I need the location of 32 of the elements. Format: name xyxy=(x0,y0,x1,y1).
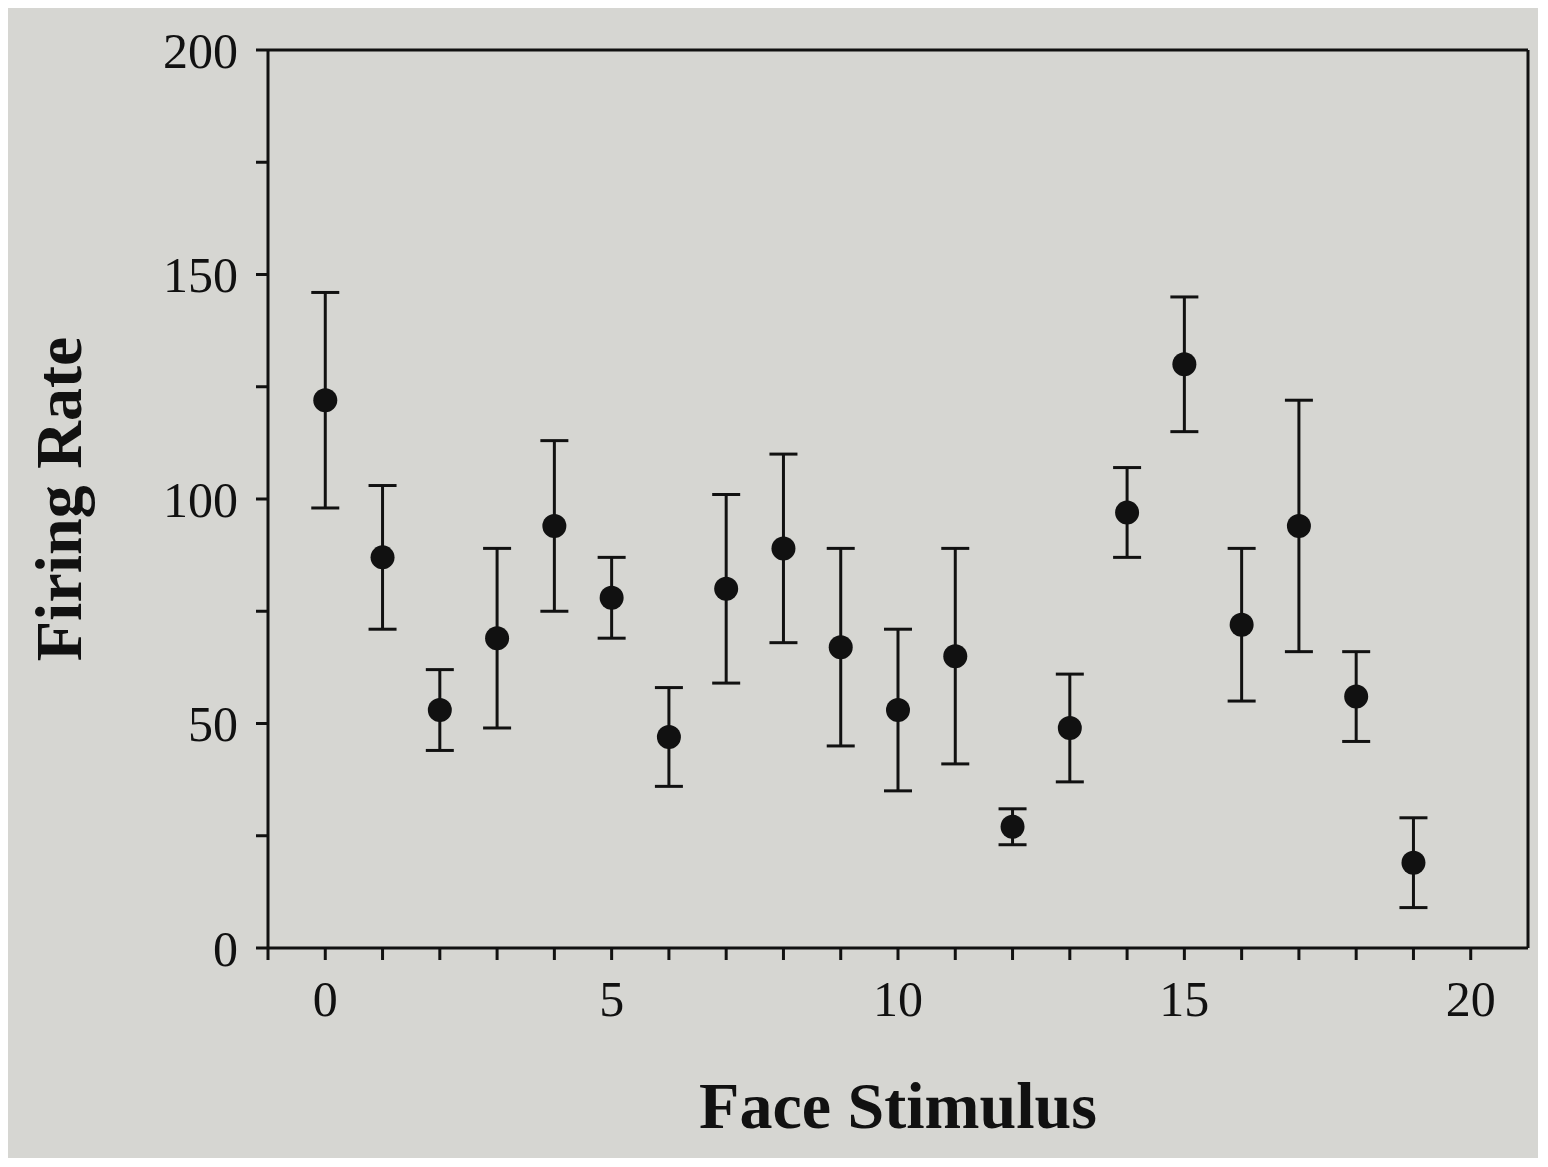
point xyxy=(656,724,681,749)
point xyxy=(485,626,510,651)
y-tick-label: 150 xyxy=(163,247,238,304)
x-tick-label: 20 xyxy=(1445,970,1496,1027)
point xyxy=(1057,715,1082,740)
y-tick-label: 200 xyxy=(163,22,238,79)
point xyxy=(886,698,910,723)
y-tick-label: 50 xyxy=(188,696,238,753)
point xyxy=(542,513,567,538)
point xyxy=(828,635,853,660)
point xyxy=(943,644,968,669)
point xyxy=(1286,513,1311,538)
point xyxy=(1229,612,1254,637)
point xyxy=(771,536,796,561)
x-axis-title: Face Stimulus xyxy=(699,1069,1097,1142)
x-tick-label: 5 xyxy=(599,970,625,1027)
y-tick-label: 0 xyxy=(213,920,238,977)
point xyxy=(1115,500,1140,525)
y-tick-label: 100 xyxy=(163,471,238,528)
y-axis-title: Firing Rate xyxy=(22,336,96,662)
point xyxy=(1172,352,1197,377)
point xyxy=(599,585,624,610)
point xyxy=(427,698,452,723)
point xyxy=(1344,684,1369,709)
x-tick-label: 10 xyxy=(873,970,923,1027)
point xyxy=(370,545,395,570)
x-tick-label: 15 xyxy=(1159,970,1210,1027)
point xyxy=(1000,814,1025,839)
point xyxy=(313,388,338,413)
point xyxy=(1401,850,1426,875)
point xyxy=(714,576,739,601)
x-tick-label: 0 xyxy=(312,970,338,1027)
